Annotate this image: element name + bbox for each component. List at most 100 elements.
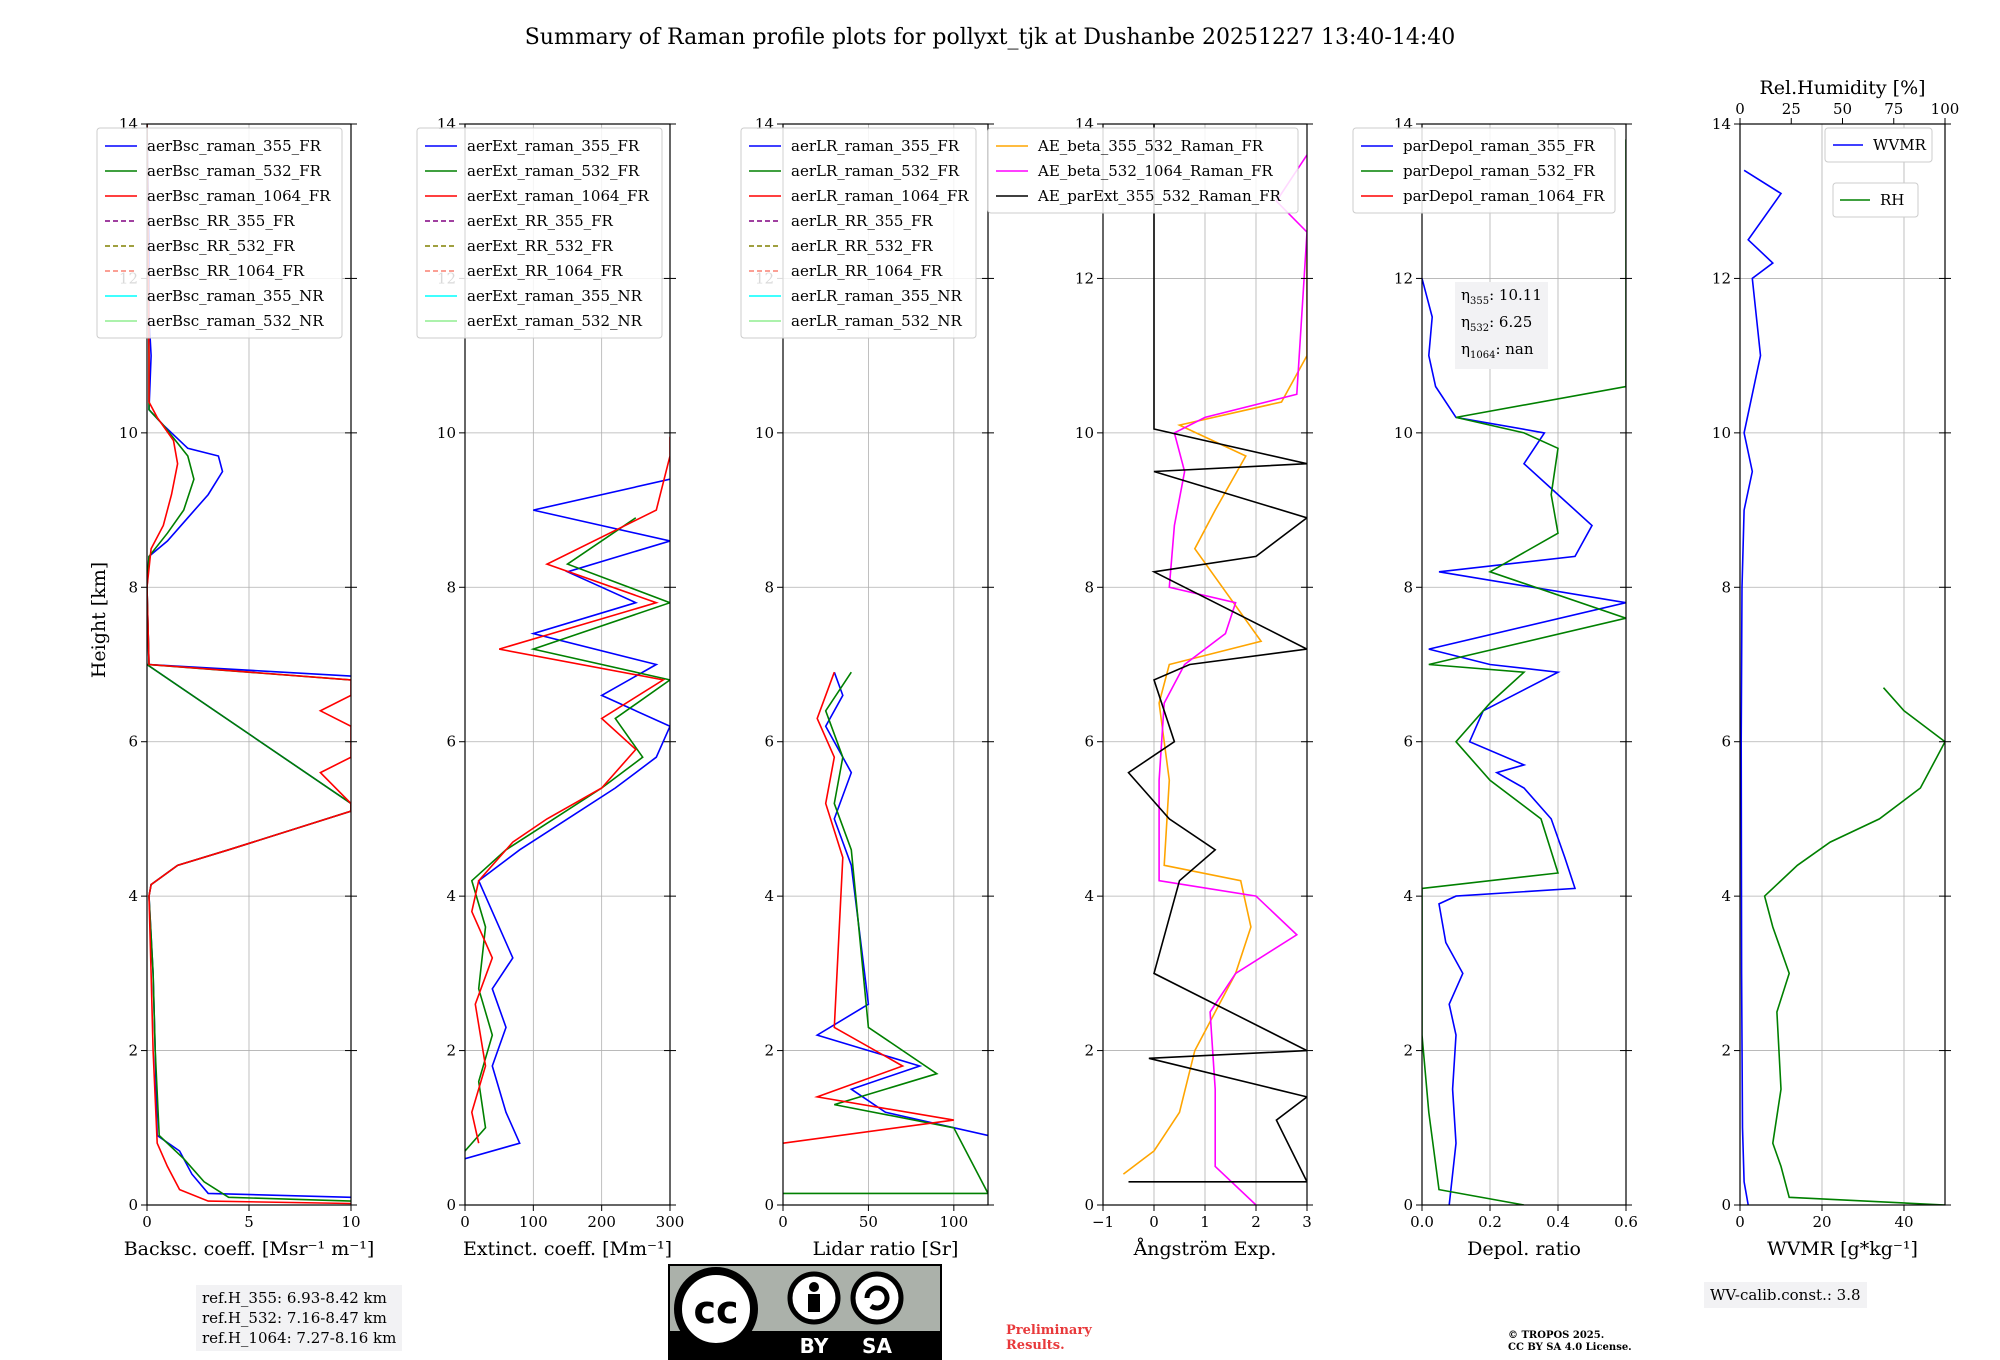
x-tick-label: 50 [859,1213,878,1231]
eta-1064: η1064: nan [1461,340,1534,361]
y-tick-label: 6 [764,733,774,751]
plot-frame [1739,123,1946,1206]
legend-entry: aerLR_raman_355_NR [791,287,962,305]
legend: aerExt_raman_355_FR aerExt_raman_532_FRae… [416,127,663,339]
y-tick-label: 14 [1712,115,1731,133]
y-tick-label: 6 [446,733,456,751]
y-tick-label: 12 [1075,269,1094,287]
y-tick-label: 10 [119,424,138,442]
legend-entry: aerBsc_raman_1064_FR [147,187,331,205]
preliminary-line-2: Results. [1006,1338,1065,1353]
x-axis-label: Extinct. coeff. [Mm⁻¹] [463,1238,672,1260]
legend-box [416,127,663,339]
top-tick-label: 75 [1884,100,1903,118]
legend-box [1352,127,1616,214]
ref-height-355: ref.H_355: 6.93-8.42 km [202,1289,387,1307]
x-tick-label: 2 [1251,1213,1261,1231]
cc-circle-icon [674,1267,758,1351]
y-tick-label: 8 [1403,578,1413,596]
y-tick-label: 4 [1084,887,1094,905]
sa-share-icon [850,1271,904,1325]
ref-height-532: ref.H_532: 7.16-8.47 km [202,1309,387,1327]
x-tick-label: 300 [656,1213,685,1231]
panel-3: 02468101214050100Lidar ratio [Sr]aerLR_r… [740,115,994,1260]
legend-entry: aerExt_raman_532_FR [467,162,640,180]
legend-entry: aerBsc_raman_532_NR [147,312,324,330]
y-tick-label: 2 [128,1042,138,1060]
series-line-aerBsc_raman_1064_FR [147,124,351,1205]
legend: aerLR_raman_355_FR aerLR_raman_532_FR aerL… [740,127,977,339]
y-tick-label: 0 [128,1196,138,1214]
copyright-line-2: CC BY SA 4.0 License. [1508,1342,1632,1353]
x-tick-label: 0 [778,1213,788,1231]
series-group [465,436,670,1160]
plot-frame [464,123,671,1206]
y-tick-label: 0 [1084,1196,1094,1214]
y-tick-label: 10 [437,424,456,442]
legend-entry: AE_beta_532_1064_Raman_FR [1037,162,1273,180]
y-tick-label: 2 [446,1042,456,1060]
x-tick-label: 5 [244,1213,254,1231]
y-tick-label: 6 [1403,733,1413,751]
y-tick-label: 4 [1721,887,1731,905]
legend-entry: aerLR_RR_1064_FR [791,262,943,280]
plot-frame [1421,123,1627,1206]
copyright-note: © TROPOS 2025. CC BY SA 4.0 License. [1508,1330,1632,1354]
series-line-parDepol_raman_355_FR [1422,278,1626,1205]
panel-1: 024681012140510Backsc. coeff. [Msr⁻¹ m⁻¹… [96,115,374,1260]
legend-entry: aerBsc_RR_1064_FR [147,262,305,280]
series-line-RH [1763,687,1945,1205]
legend-entry: RH [1880,191,1904,209]
legend-entry: aerBsc_raman_355_NR [147,287,324,305]
y-tick-label: 10 [1394,424,1413,442]
eta-532: η532: 6.25 [1461,313,1533,334]
x-tick-label: 0 [1149,1213,1159,1231]
wv-calib-const: WV-calib.const.: 3.8 [1710,1286,1861,1304]
sa-arrow-arc [864,1285,890,1311]
sa-label: SA [862,1334,892,1358]
legend-box [740,127,977,339]
series-group [783,671,988,1195]
y-tick-label: 4 [446,887,456,905]
eta-box: η355: 10.11 η532: 6.25 η1064: nan [1455,282,1548,369]
x-tick-label: 1 [1200,1213,1210,1231]
legend-entry: aerLR_RR_532_FR [791,237,933,255]
y-tick-label: 4 [128,887,138,905]
series-line-aerBsc_raman_532_FR [147,124,351,1202]
legend: WVMR RH [1824,127,1933,218]
top-tick-label: 25 [1782,100,1801,118]
series-line-parDepol_raman_532_FR [1422,139,1626,1205]
y-tick-label: 8 [128,578,138,596]
legend-entry: aerExt_RR_532_FR [467,237,614,255]
y-tick-label: 8 [1721,578,1731,596]
series-group [1740,169,1945,1205]
legend-entry: parDepol_raman_1064_FR [1403,187,1605,205]
y-tick-label: 2 [1084,1042,1094,1060]
y-tick-label: 12 [1394,269,1413,287]
series-line-aerExt_raman_1064_FR [470,436,670,1144]
legend-entry: aerExt_raman_355_FR [467,137,640,155]
series-line-aerLR_raman_532_FR [783,671,988,1195]
y-tick-label: 8 [1084,578,1094,596]
x-tick-label: 40 [1894,1213,1913,1231]
ref-height-1064: ref.H_1064: 7.27-8.16 km [202,1329,397,1347]
legend-entry: aerBsc_raman_355_FR [147,137,322,155]
series-line-WVMR [1740,169,1783,1205]
legend-entry: aerBsc_RR_532_FR [147,237,295,255]
x-tick-label: 10 [341,1213,360,1231]
cc-logo-text: cc [693,1288,738,1332]
preliminary-line-1: Preliminary [1006,1323,1092,1338]
top-tick-label: 100 [1931,100,1960,118]
legend-entry: aerLR_raman_355_FR [791,137,960,155]
legend-entry: aerLR_raman_1064_FR [791,187,969,205]
legend: parDepol_raman_355_FR parDepol_raman_532_… [1352,127,1616,214]
legend-entry: aerLR_raman_532_NR [791,312,962,330]
x-tick-label: 0.6 [1614,1213,1638,1231]
legend-entry: aerExt_raman_1064_FR [467,187,649,205]
legend-entry: parDepol_raman_355_FR [1403,137,1596,155]
y-tick-label: 4 [764,887,774,905]
y-tick-label: 4 [1403,887,1413,905]
